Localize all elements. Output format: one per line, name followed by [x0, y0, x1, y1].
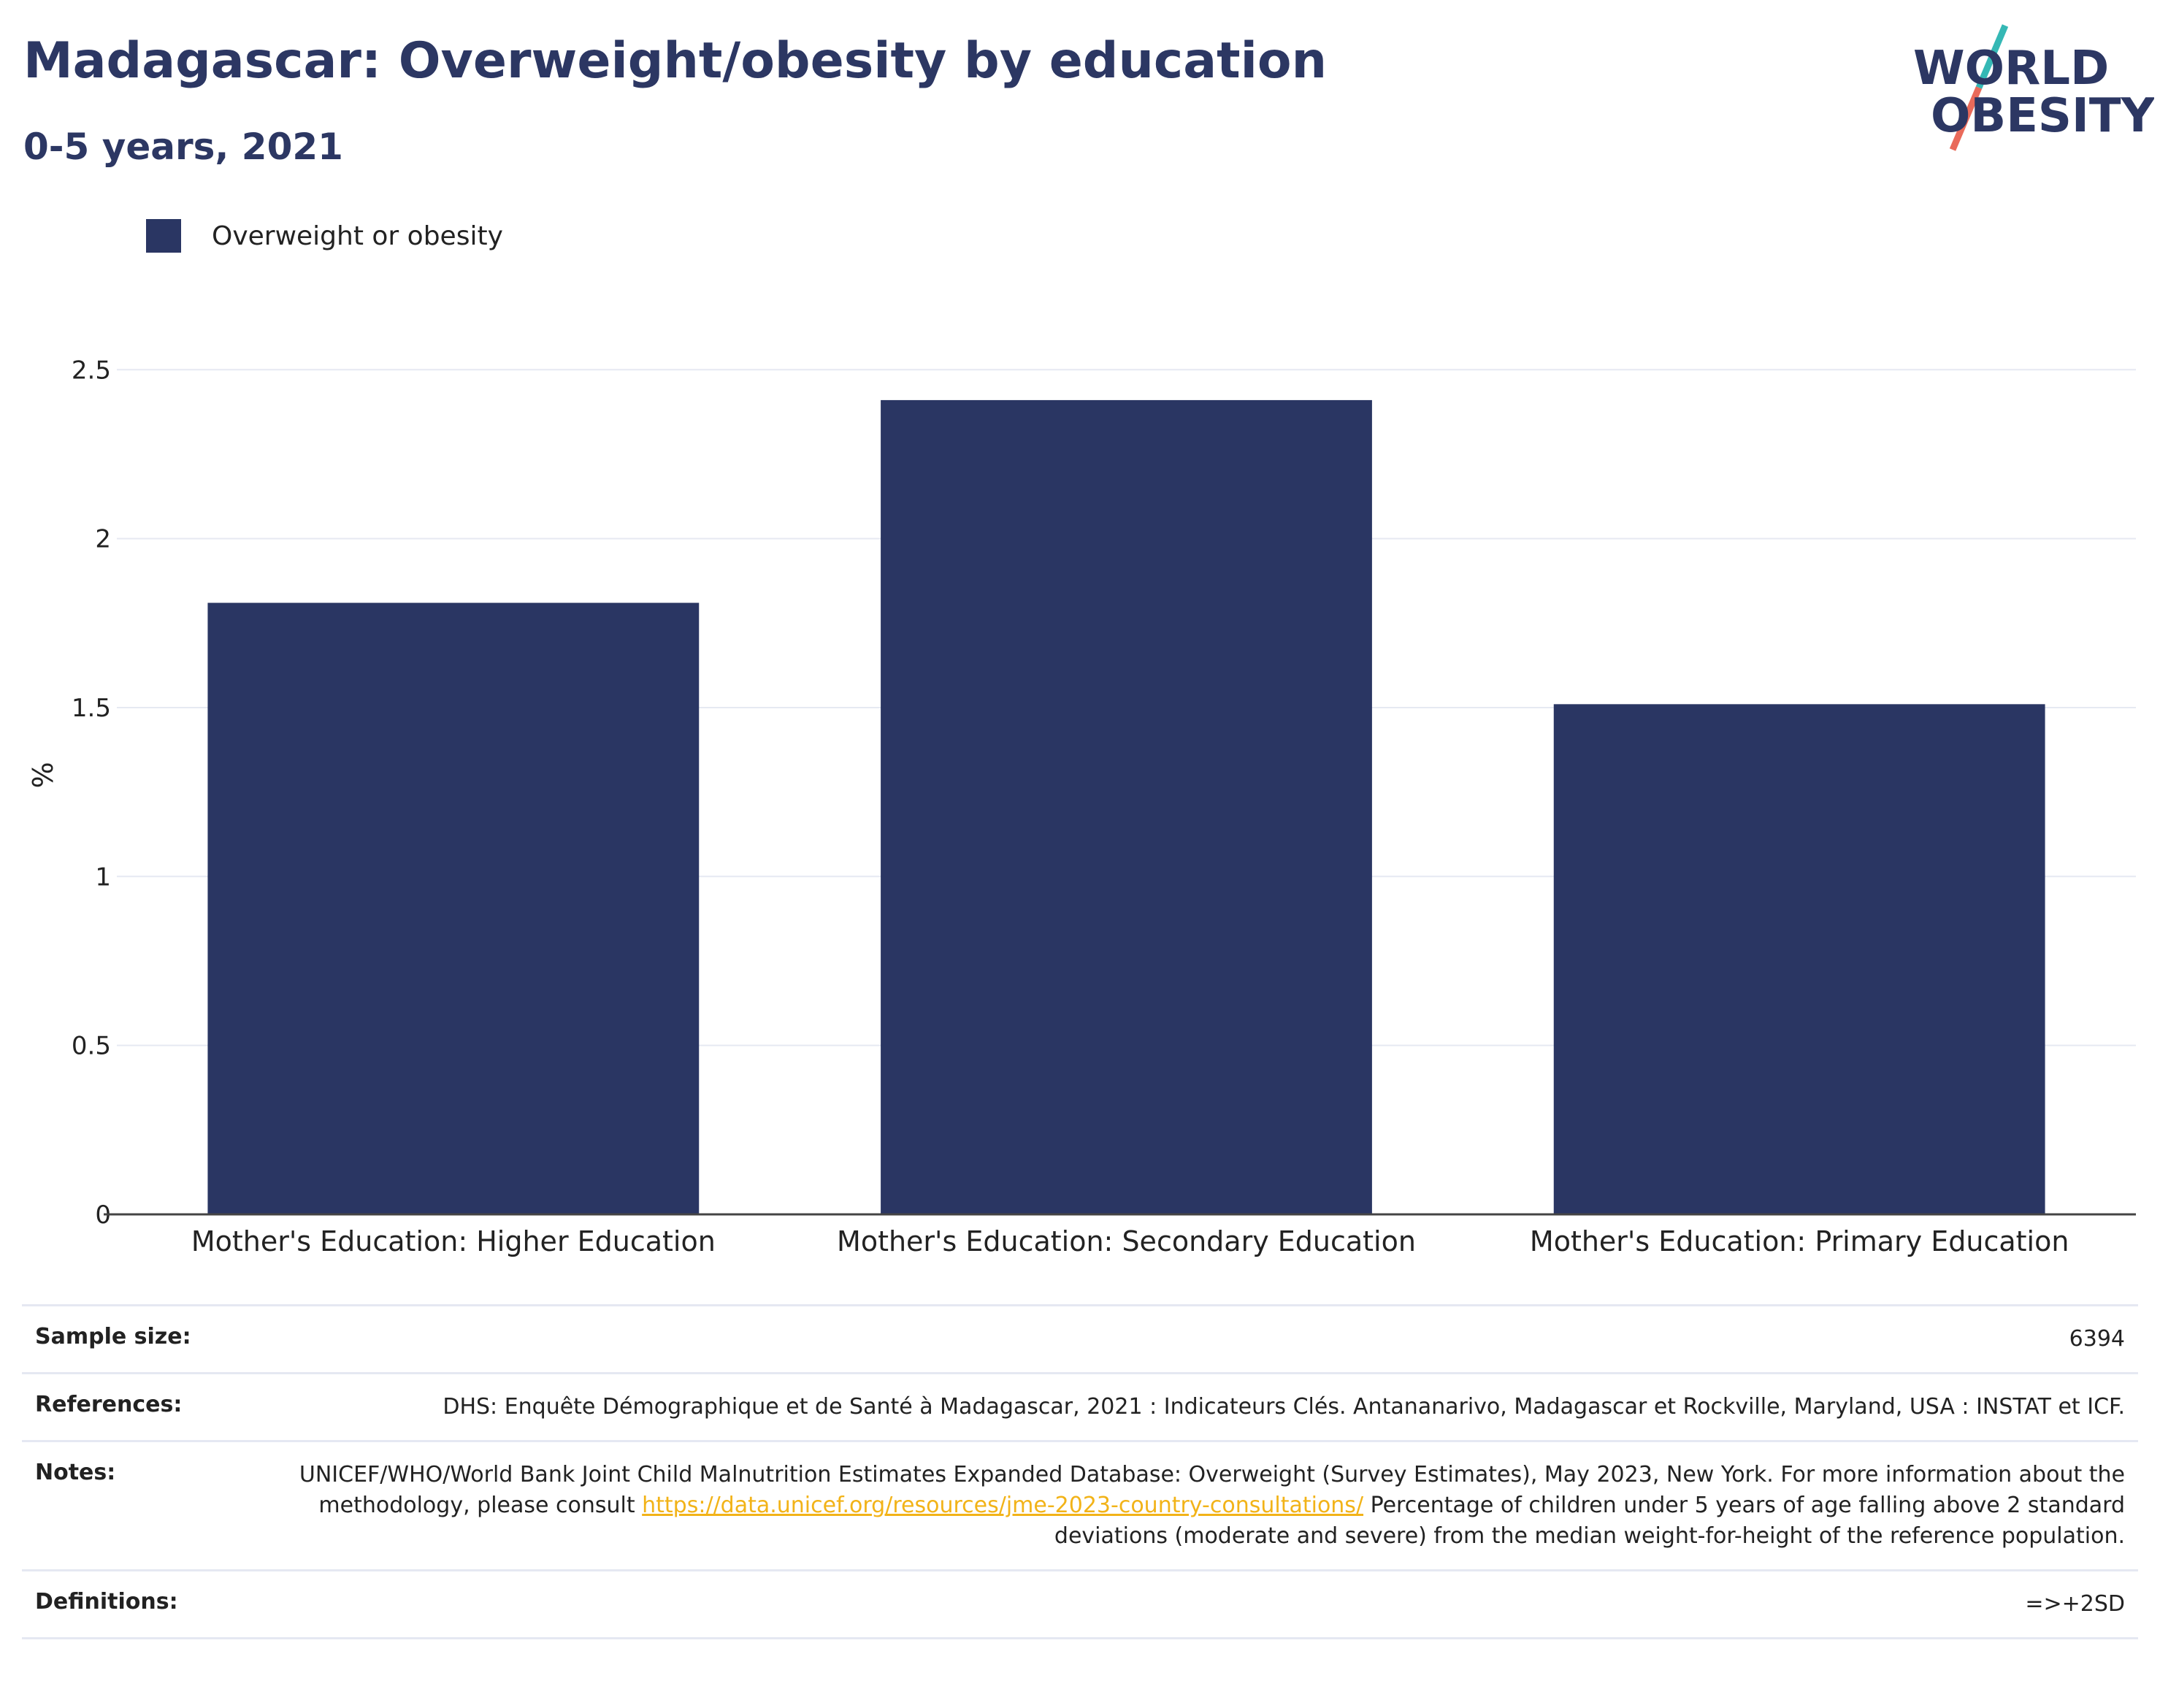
- definitions-label: Definitions:: [35, 1589, 178, 1615]
- y-tick-label: 1: [95, 862, 111, 892]
- chart-title: Madagascar: Overweight/obesity by educat…: [23, 32, 1328, 90]
- references-value: DHS: Enquête Démographique et de Santé à…: [443, 1394, 2125, 1420]
- notes-label: Notes:: [35, 1460, 116, 1485]
- notes-link[interactable]: https://data.unicef.org/resources/jme-20…: [642, 1493, 1364, 1518]
- y-axis-label: %: [27, 762, 59, 788]
- logo-slash-teal: [1975, 24, 2009, 89]
- bar: [1553, 704, 2045, 1214]
- notes-text: UNICEF/WHO/World Bank Joint Child Malnut…: [299, 1462, 2125, 1518]
- notes-value: UNICEF/WHO/World Bank Joint Child Malnut…: [269, 1441, 2138, 1571]
- info-row-definitions: Definitions: =>+2SD: [22, 1570, 2138, 1639]
- logo-word-obesity: OBESITY: [1931, 89, 2154, 143]
- info-row-sample-size: Sample size: 6394: [22, 1305, 2138, 1374]
- bar-chart: 0 0.5 1 1.5 2 2.5% Mother's Education: Higher …: [27, 356, 2136, 1257]
- y-tick-label: 1.5: [72, 694, 111, 723]
- notes-text-2: Percentage of children under 5 years of …: [1054, 1493, 2125, 1549]
- y-tick-label: 0: [95, 1200, 111, 1230]
- bar: [881, 399, 1372, 1214]
- sample-size-value: 6394: [2069, 1326, 2125, 1352]
- y-tick-label: 0.5: [72, 1032, 111, 1061]
- world-obesity-logo: WORLD OBESITY: [1913, 24, 2154, 151]
- definitions-value: =>+2SD: [2025, 1591, 2125, 1617]
- legend-swatch: [146, 219, 181, 253]
- y-tick-label: 2.5: [72, 356, 111, 385]
- x-tick-label: Mother's Education: Secondary Education: [837, 1225, 1416, 1257]
- bar: [207, 602, 700, 1214]
- info-row-references: References: DHS: Enquête Démographique e…: [22, 1373, 2138, 1441]
- x-tick-label: Mother's Education: Primary Education: [1530, 1225, 2069, 1257]
- y-tick-label: 2: [95, 525, 111, 554]
- logo-slash-red: [1949, 86, 1983, 151]
- x-tick-label: Mother's Education: Higher Education: [191, 1225, 716, 1257]
- sample-size-label: Sample size:: [35, 1324, 191, 1349]
- info-table: Sample size: 6394 References: DHS: Enquê…: [22, 1304, 2138, 1639]
- chart-legend: Overweight or obesity: [146, 219, 503, 253]
- info-row-notes: Notes: UNICEF/WHO/World Bank Joint Child…: [22, 1441, 2138, 1571]
- references-label: References:: [35, 1392, 183, 1417]
- logo-word-world: WORLD: [1913, 42, 2109, 96]
- legend-label: Overweight or obesity: [212, 221, 503, 251]
- chart-subtitle: 0-5 years, 2021: [23, 126, 343, 168]
